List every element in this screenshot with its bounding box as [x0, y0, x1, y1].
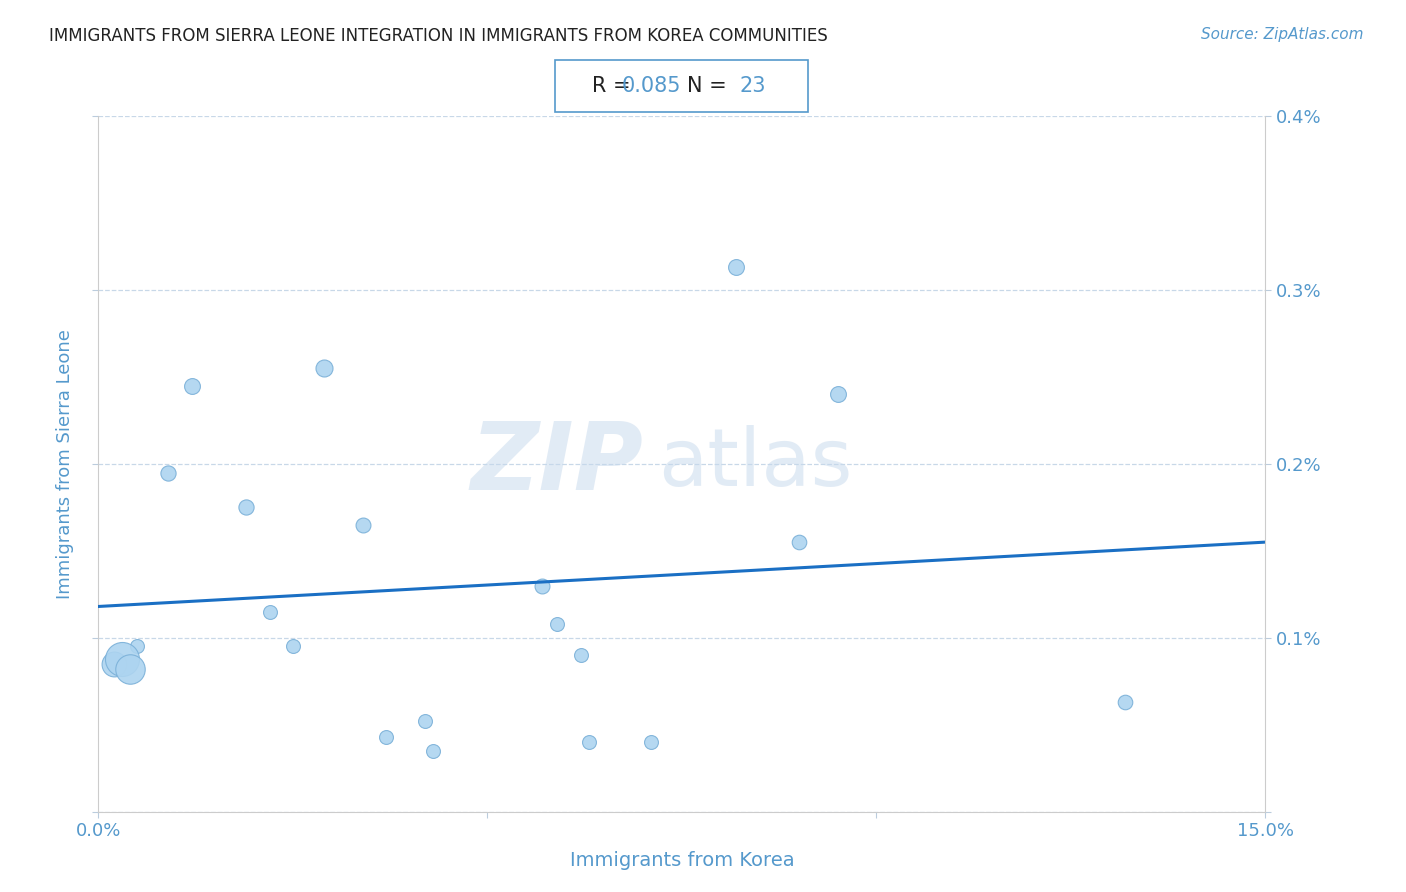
Point — [118, 662, 141, 676]
Point — [725, 260, 748, 275]
Text: N =: N = — [688, 76, 727, 95]
Point — [578, 735, 600, 749]
X-axis label: Immigrants from Korea: Immigrants from Korea — [569, 851, 794, 871]
Y-axis label: Immigrants from Sierra Leone: Immigrants from Sierra Leone — [56, 329, 75, 599]
Point — [352, 517, 374, 532]
Text: Source: ZipAtlas.com: Source: ZipAtlas.com — [1201, 27, 1364, 42]
Text: ZIP: ZIP — [470, 417, 643, 510]
Point — [569, 648, 592, 662]
Point — [827, 387, 849, 401]
Point — [530, 579, 553, 593]
Point — [640, 735, 662, 749]
Point — [422, 744, 444, 758]
Point — [127, 640, 149, 654]
Text: 23: 23 — [740, 76, 766, 95]
Point — [1114, 695, 1136, 709]
Point — [787, 535, 810, 549]
Point — [312, 361, 335, 376]
Text: 0.085: 0.085 — [621, 76, 682, 95]
Point — [157, 466, 180, 480]
Point — [259, 605, 281, 619]
Point — [413, 714, 436, 729]
Text: atlas: atlas — [658, 425, 853, 503]
Point — [111, 651, 134, 665]
Point — [235, 500, 257, 515]
Point — [180, 378, 202, 392]
Point — [103, 657, 125, 671]
Text: IMMIGRANTS FROM SIERRA LEONE INTEGRATION IN IMMIGRANTS FROM KOREA COMMUNITIES: IMMIGRANTS FROM SIERRA LEONE INTEGRATION… — [49, 27, 828, 45]
Text: R =: R = — [592, 76, 630, 95]
Point — [281, 640, 304, 654]
Point — [546, 616, 568, 631]
Point — [375, 730, 398, 744]
